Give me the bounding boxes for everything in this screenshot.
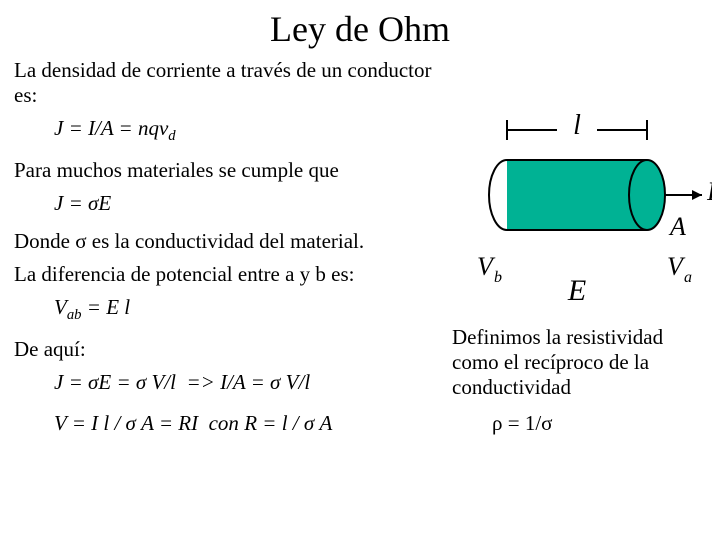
- rho-equation: ρ = 1/σ: [452, 411, 712, 436]
- cylinder-diagram: l I A V b V a E: [452, 100, 712, 310]
- left-column: La densidad de corriente a través de un …: [14, 58, 444, 448]
- Va-sub: a: [684, 269, 692, 286]
- paragraph-1: La densidad de corriente a través de un …: [14, 58, 444, 108]
- paragraph-2: Para muchos materiales se cumple que: [14, 158, 444, 183]
- E-label: E: [567, 274, 586, 307]
- page-title: Ley de Ohm: [0, 0, 720, 50]
- A-label: A: [668, 212, 686, 241]
- equation-1: J = I/A = nqvd: [14, 116, 444, 146]
- equation-3: Vab = E l: [14, 295, 444, 325]
- equation-4: J = σE = σ V/l => I/A = σ V/l: [14, 370, 444, 395]
- paragraph-4: La diferencia de potencial entre a y b e…: [14, 262, 444, 287]
- Vb-sub: b: [494, 269, 502, 286]
- paragraph-5: De aquí:: [14, 337, 444, 362]
- equation-5: V = I l / σ A = RI con R = l / σ A: [14, 411, 444, 436]
- I-label: I: [706, 177, 712, 206]
- equation-2: J = σE: [14, 191, 444, 216]
- definition-text: Definimos la resistividad como el recípr…: [452, 325, 712, 401]
- l-label: l: [573, 110, 581, 141]
- paragraph-3: Donde σ es la conductividad del material…: [14, 229, 444, 254]
- right-column: l I A V b V a E Definimos la resistivida…: [452, 100, 712, 436]
